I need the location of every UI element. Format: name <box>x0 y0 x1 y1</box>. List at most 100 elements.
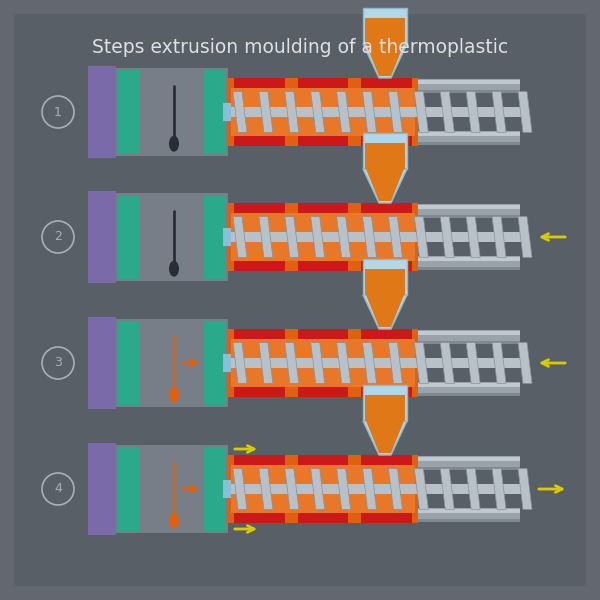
Ellipse shape <box>169 136 179 152</box>
Polygon shape <box>388 343 403 383</box>
Polygon shape <box>366 295 404 327</box>
FancyBboxPatch shape <box>90 80 520 84</box>
Ellipse shape <box>169 260 179 277</box>
FancyBboxPatch shape <box>363 133 407 169</box>
FancyBboxPatch shape <box>118 321 140 405</box>
FancyBboxPatch shape <box>14 14 586 586</box>
FancyBboxPatch shape <box>365 269 405 295</box>
FancyBboxPatch shape <box>90 382 520 396</box>
FancyBboxPatch shape <box>90 383 520 387</box>
FancyBboxPatch shape <box>90 267 520 270</box>
Polygon shape <box>337 92 350 133</box>
Polygon shape <box>259 92 273 133</box>
Polygon shape <box>388 92 403 133</box>
Polygon shape <box>311 343 325 383</box>
Polygon shape <box>366 421 404 453</box>
Polygon shape <box>492 469 506 509</box>
Polygon shape <box>492 343 506 383</box>
FancyBboxPatch shape <box>231 484 528 494</box>
FancyBboxPatch shape <box>235 203 285 271</box>
Polygon shape <box>233 469 247 509</box>
FancyBboxPatch shape <box>228 329 418 397</box>
Polygon shape <box>388 469 403 509</box>
Text: Steps extrusion moulding of a thermoplastic: Steps extrusion moulding of a thermoplas… <box>92 38 508 57</box>
Polygon shape <box>440 92 454 133</box>
Polygon shape <box>362 217 377 257</box>
Polygon shape <box>259 469 273 509</box>
FancyBboxPatch shape <box>90 341 520 344</box>
Circle shape <box>42 96 74 128</box>
Polygon shape <box>259 217 273 257</box>
Polygon shape <box>311 217 325 257</box>
Polygon shape <box>492 217 506 257</box>
Polygon shape <box>362 92 377 133</box>
FancyBboxPatch shape <box>204 447 226 531</box>
FancyBboxPatch shape <box>90 467 520 470</box>
FancyBboxPatch shape <box>88 191 116 283</box>
FancyBboxPatch shape <box>204 321 226 405</box>
Polygon shape <box>285 343 299 383</box>
Polygon shape <box>285 92 299 133</box>
FancyBboxPatch shape <box>231 339 415 387</box>
FancyBboxPatch shape <box>298 78 349 146</box>
FancyBboxPatch shape <box>90 331 520 335</box>
Circle shape <box>42 473 74 505</box>
Polygon shape <box>388 217 403 257</box>
FancyBboxPatch shape <box>118 195 140 279</box>
FancyBboxPatch shape <box>231 88 415 136</box>
FancyBboxPatch shape <box>231 232 528 242</box>
Text: 2: 2 <box>54 230 62 244</box>
Polygon shape <box>337 343 350 383</box>
FancyBboxPatch shape <box>90 215 520 218</box>
Polygon shape <box>415 92 428 133</box>
FancyBboxPatch shape <box>116 445 228 533</box>
Circle shape <box>42 347 74 379</box>
FancyBboxPatch shape <box>90 79 520 93</box>
FancyBboxPatch shape <box>116 319 228 407</box>
FancyBboxPatch shape <box>90 509 520 513</box>
FancyBboxPatch shape <box>90 508 520 522</box>
Polygon shape <box>415 217 428 257</box>
FancyBboxPatch shape <box>223 354 231 372</box>
FancyBboxPatch shape <box>116 193 228 281</box>
Polygon shape <box>363 44 407 78</box>
Polygon shape <box>337 469 350 509</box>
FancyBboxPatch shape <box>88 317 116 409</box>
Polygon shape <box>366 169 404 201</box>
FancyBboxPatch shape <box>90 256 520 270</box>
FancyBboxPatch shape <box>365 143 405 169</box>
FancyBboxPatch shape <box>88 66 116 158</box>
Polygon shape <box>518 217 532 257</box>
FancyBboxPatch shape <box>361 329 412 397</box>
FancyBboxPatch shape <box>90 257 520 261</box>
Polygon shape <box>363 421 407 455</box>
Polygon shape <box>518 469 532 509</box>
FancyBboxPatch shape <box>223 103 231 121</box>
Polygon shape <box>337 217 350 257</box>
Polygon shape <box>311 92 325 133</box>
FancyBboxPatch shape <box>235 455 285 523</box>
Polygon shape <box>492 92 506 133</box>
Polygon shape <box>285 217 299 257</box>
FancyBboxPatch shape <box>204 70 226 154</box>
Polygon shape <box>311 469 325 509</box>
FancyBboxPatch shape <box>90 142 520 145</box>
Text: 4: 4 <box>54 482 62 496</box>
FancyBboxPatch shape <box>88 443 116 535</box>
FancyBboxPatch shape <box>90 330 520 344</box>
Polygon shape <box>233 343 247 383</box>
FancyBboxPatch shape <box>298 203 349 271</box>
Polygon shape <box>415 469 428 509</box>
FancyBboxPatch shape <box>231 213 415 261</box>
FancyBboxPatch shape <box>228 455 418 523</box>
Polygon shape <box>466 343 480 383</box>
FancyBboxPatch shape <box>363 259 407 295</box>
FancyBboxPatch shape <box>90 204 520 218</box>
Polygon shape <box>466 217 480 257</box>
Ellipse shape <box>169 512 179 529</box>
FancyBboxPatch shape <box>231 107 528 117</box>
FancyBboxPatch shape <box>90 519 520 522</box>
FancyBboxPatch shape <box>363 8 407 44</box>
FancyBboxPatch shape <box>116 68 228 156</box>
FancyBboxPatch shape <box>365 395 405 421</box>
